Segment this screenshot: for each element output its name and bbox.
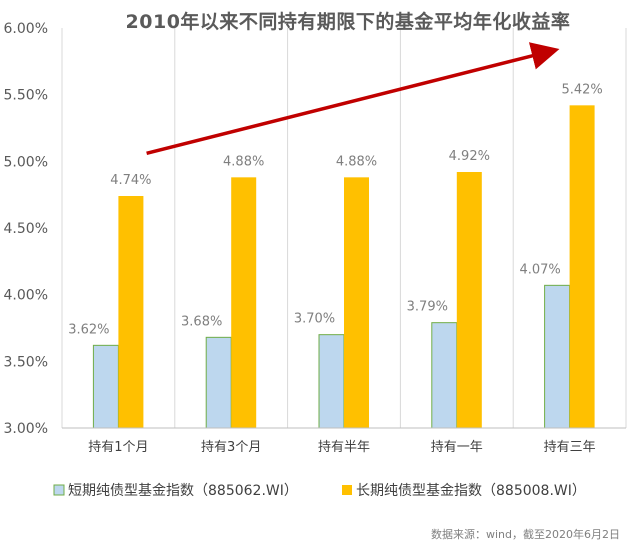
data-label-long-term: 4.92%: [449, 149, 490, 164]
bar-long-term: [231, 177, 257, 428]
y-tick-label: 4.00%: [4, 288, 48, 304]
source-note: 数据来源：wind，截至2020年6月2日: [431, 527, 620, 541]
bars: [92, 105, 595, 429]
trend-arrow: [146, 42, 560, 156]
data-label-short-term: 3.68%: [181, 314, 222, 329]
data-label-short-term: 3.79%: [407, 300, 448, 315]
axes: 3.00% 3.50% 4.00% 4.50% 5.00% 5.50% 6.00% 持有1个月…: [4, 21, 626, 455]
y-tick-label: 3.00%: [4, 421, 48, 437]
data-label-short-term: 3.70%: [294, 312, 335, 327]
x-tick-label: 持有三年: [544, 440, 596, 455]
bar-short-term: [544, 284, 571, 429]
x-tick-label: 持有一年: [431, 440, 483, 455]
y-tick-label: 6.00%: [4, 21, 48, 37]
bar-short-term: [318, 334, 345, 429]
x-tick-label: 持有3个月: [201, 440, 261, 455]
y-tick-label: 3.50%: [4, 354, 48, 370]
data-label-long-term: 5.42%: [561, 82, 602, 97]
chart-title: 2010年以来不同持有期限下的基金平均年化收益率: [126, 10, 571, 33]
bar-long-term: [118, 196, 144, 428]
bar-long-term: [456, 172, 482, 428]
data-label-short-term: 3.62%: [68, 322, 109, 337]
data-label-long-term: 4.74%: [110, 173, 151, 188]
legend-swatch-long-term: [342, 485, 352, 495]
y-tick-label: 5.00%: [4, 154, 48, 170]
bar-short-term: [431, 322, 458, 429]
y-tick-label: 4.50%: [4, 221, 48, 237]
data-labels: 3.62% 3.68% 3.70% 3.79% 4.07% 4.74% 4.88% 4.88%…: [68, 82, 603, 337]
data-label-long-term: 4.88%: [223, 154, 264, 169]
legend-swatch-short-term: [53, 484, 65, 496]
bar-short-term: [92, 344, 119, 429]
y-tick-label: 5.50%: [4, 88, 48, 104]
bar-short-term: [205, 336, 232, 429]
legend: 短期纯债型基金指数（885062.WI） 长期纯债型基金指数（885008.WI…: [53, 482, 586, 499]
legend-label-long-term: 长期纯债型基金指数（885008.WI）: [356, 482, 586, 499]
bar-long-term: [569, 105, 595, 428]
x-tick-label: 持有半年: [318, 440, 370, 455]
data-label-short-term: 4.07%: [519, 262, 560, 277]
bar-long-term: [344, 177, 369, 428]
grid-lines: [61, 28, 627, 428]
x-tick-label: 持有1个月: [88, 440, 148, 455]
data-label-long-term: 4.88%: [336, 154, 377, 169]
legend-label-short-term: 短期纯债型基金指数（885062.WI）: [68, 482, 298, 499]
